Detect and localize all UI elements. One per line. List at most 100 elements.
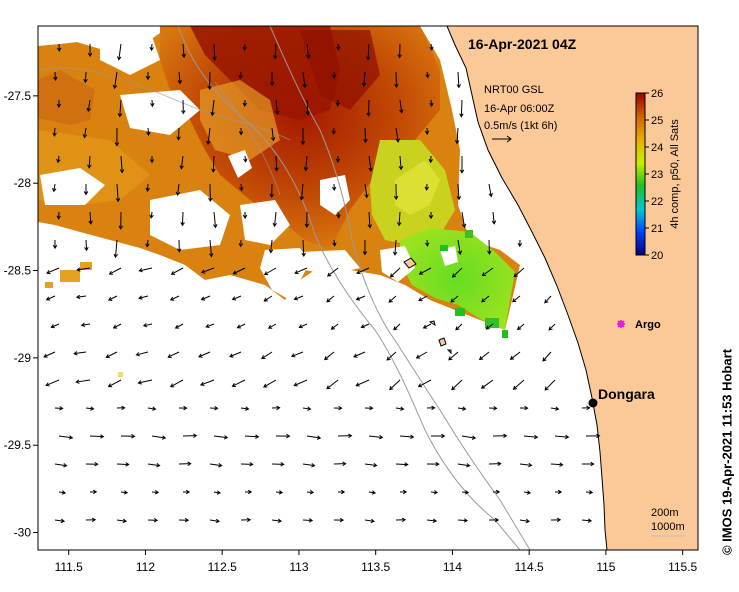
current-arrow [481,295,490,303]
current-arrow [240,462,254,467]
isobath-legend: 200m 1000m [651,507,686,537]
current-arrow [429,43,434,51]
x-tick-label: 113 [289,560,308,574]
current-arrow [244,489,253,495]
current-arrow [331,71,337,80]
current-arrow [335,155,341,163]
current-arrow [550,517,562,523]
current-arrow [544,295,552,304]
current-arrow [268,239,274,254]
current-label-line1: NRT00 GSL [484,84,544,96]
islands [403,257,452,355]
current-arrow [209,518,221,524]
current-arrow [118,211,123,230]
current-arrow [211,155,216,173]
y-tick-label: -27.5 [4,89,32,103]
current-arrow [212,43,217,61]
current-arrow [149,155,155,164]
current-arrow [488,461,502,466]
imos-credit: © IMOS 19-Apr-2021 11:53 Hobart [719,348,735,556]
current-arrow [302,406,312,411]
current-arrow [362,239,368,256]
current-arrow [517,239,523,248]
current-arrow [368,434,384,440]
current-arrow [198,351,211,358]
current-arrow [182,433,198,438]
current-arrow [426,405,436,411]
isobath-lines [39,26,531,550]
current-arrow [523,490,532,495]
current-arrow [425,239,430,247]
current-arrow [298,323,308,329]
current-arrow [169,295,180,301]
current-arrow [478,351,490,361]
current-arrow [83,71,88,84]
current-arrow [417,379,432,388]
current-arrow [269,71,275,87]
current-arrow [418,267,432,275]
current-arrow [113,239,118,259]
current-arrow [85,406,95,411]
current-arrow [389,379,401,391]
current-arrow [147,462,161,468]
current-arrow [107,379,122,388]
current-arrow [395,406,405,411]
current-arrow [303,155,309,172]
current-arrow [107,295,118,301]
dongara-marker [588,398,598,408]
current-arrow [581,405,591,411]
x-tick-label: 115.5 [668,560,697,574]
y-tick-label: -28.5 [4,264,32,278]
current-arrow [56,43,62,52]
current-arrow [367,211,373,229]
current-arrow [85,461,99,467]
current-arrow [181,43,187,59]
current-arrow [242,99,248,107]
current-arrow [269,183,274,199]
current-arrow [355,295,366,301]
current-arrow [361,71,367,87]
y-tick-label: -29 [14,351,32,365]
current-arrow [75,294,87,300]
current-arrow [324,351,335,361]
current-label-line3: 0.5m/s (1kt 6h) [484,120,557,132]
current-arrow [368,155,373,172]
place-dongara: Dongara [588,386,655,408]
current-arrow [272,211,278,228]
current-legend: NRT00 GSL 16-Apr 06:00Z 0.5m/s (1kt 6h) [484,84,557,143]
current-arrow [58,435,74,440]
current-arrow [87,155,92,169]
current-arrow [585,490,594,495]
current-arrow [147,518,159,523]
current-arrow [231,379,246,387]
colorbar-ramp [635,92,646,256]
current-arrow [459,99,464,118]
current-arrow [487,239,492,255]
current-arrow [395,127,400,143]
current-arrow [424,183,430,191]
current-arrow [114,127,120,147]
current-arrow [213,211,218,229]
current-arrow [145,183,150,193]
current-arrow [174,323,184,329]
current-arrow [267,323,277,329]
current-arrow [364,405,374,411]
x-tick-label: 114 [443,560,462,574]
current-arrow [332,239,337,247]
current-arrow [513,267,525,278]
colorbar-ticks: 20 21 22 23 24 25 26 [645,88,663,262]
colorbar: 20 21 22 23 24 25 26 4h comp, p50, All Sats [635,88,681,262]
current-arrow [54,518,66,524]
current-arrow [73,351,87,356]
current-arrow [271,462,285,467]
current-arrow [56,155,61,164]
current-arrow [461,490,470,495]
current-arrow [112,71,118,90]
x-tick-label: 114.5 [515,560,544,574]
current-arrow [488,183,493,198]
current-arrow [85,517,97,523]
current-arrow [330,323,339,330]
current-arrow [519,518,530,524]
current-arrow [326,379,339,390]
current-arrow [448,351,459,361]
